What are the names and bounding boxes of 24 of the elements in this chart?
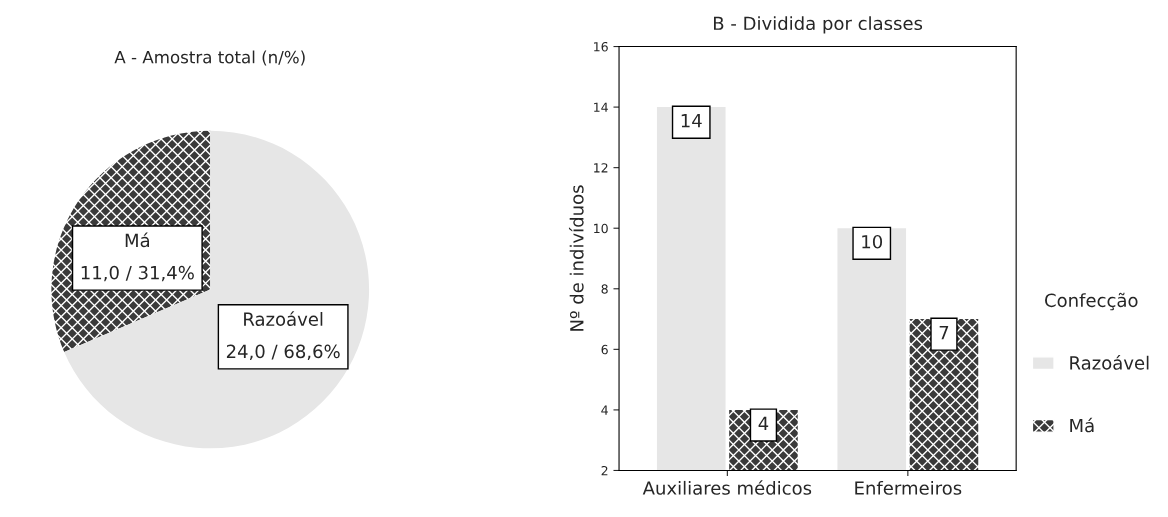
data-label: 10 <box>862 234 883 249</box>
x-tick-label: Auxiliares médicos <box>642 480 812 495</box>
data-label: 14 <box>681 114 702 128</box>
data-label: 7 <box>939 326 949 340</box>
slice-label: Razoável <box>244 311 323 326</box>
y-axis-title: Nº de indivíduos <box>568 185 584 331</box>
y-tick-label: 14 <box>594 102 608 112</box>
data-label: 4 <box>758 416 769 431</box>
y-tick-label: 4 <box>601 405 608 415</box>
legend-label: Má <box>1070 417 1094 433</box>
legend-title: Confecção <box>1045 292 1138 311</box>
data-label: 11,0 / 31,4% <box>81 265 194 282</box>
y-tick-label: 12 <box>594 163 608 173</box>
data-label: 24,0 / 68,6% <box>226 344 340 361</box>
y-tick-label: 16 <box>594 42 608 52</box>
chart-title: A - Amostra total (n/%) <box>114 50 305 66</box>
y-tick-label: 8 <box>601 284 608 294</box>
y-tick-label: 6 <box>601 344 608 355</box>
x-tick-label: Enfermeiros <box>855 480 962 495</box>
y-tick-label: 10 <box>594 223 608 234</box>
y-tick-label: 2 <box>601 465 608 476</box>
chart-title: B - Dividida por classes <box>714 16 923 34</box>
legend-label: Razoável <box>1070 355 1149 370</box>
slice-label: Má <box>125 232 150 248</box>
